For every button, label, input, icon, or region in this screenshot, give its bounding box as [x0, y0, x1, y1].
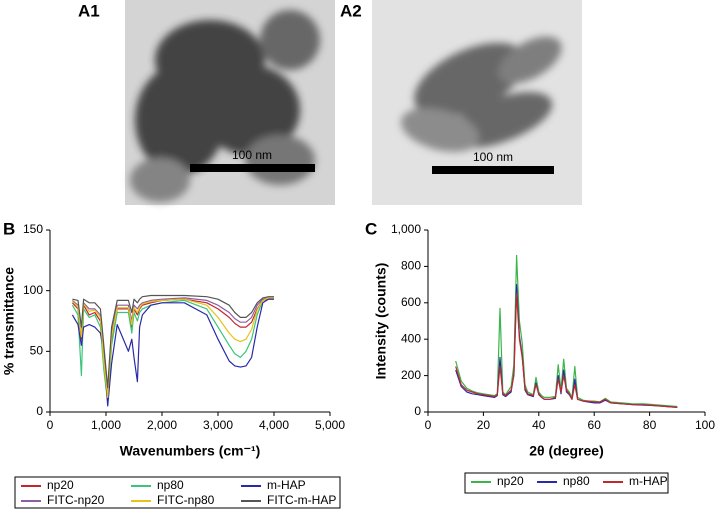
legend-label: FITC-m-HAP [267, 493, 336, 507]
data-line [71, 297, 274, 403]
y-tick-label: 50 [30, 344, 44, 358]
x-tick-label: 100 [695, 418, 715, 432]
data-line [72, 297, 274, 395]
y-axis-label: Intensity (counts) [373, 263, 389, 380]
legend-label: m-HAP [629, 474, 668, 488]
x-tick-label: 3,000 [203, 418, 233, 432]
scale-bar-label: 100 nm [232, 148, 272, 162]
image-label: A1 [78, 1, 100, 20]
x-tick-label: 80 [643, 418, 657, 432]
y-tick-label: 800 [401, 259, 421, 273]
scale-bar [190, 164, 315, 172]
legend-label: FITC-np20 [47, 493, 105, 507]
legend-label: np80 [563, 474, 590, 488]
y-tick-label: 0 [414, 404, 421, 418]
x-tick-label: 5,000 [315, 418, 345, 432]
panel-label: B [3, 219, 15, 238]
y-tick-label: 600 [401, 295, 421, 309]
panel-label: C [365, 219, 377, 238]
y-tick-label: 0 [36, 404, 43, 418]
x-tick-label: 20 [477, 418, 491, 432]
data-line [72, 294, 274, 389]
scale-bar [432, 166, 554, 174]
scale-bar-label: 100 nm [473, 150, 513, 164]
tem-image-a2 [372, 0, 582, 205]
x-tick-label: 40 [532, 418, 546, 432]
legend-label: np20 [497, 474, 524, 488]
x-tick-label: 1,000 [91, 418, 121, 432]
y-tick-label: 200 [401, 368, 421, 382]
x-axis-label: 2θ (degree) [529, 443, 603, 459]
legend-label: np20 [47, 478, 74, 492]
x-axis-label: Wavenumbers (cm⁻¹) [120, 443, 261, 459]
x-tick-label: 0 [47, 418, 54, 432]
y-tick-label: 150 [23, 222, 43, 236]
data-line [72, 297, 274, 398]
legend-label: np80 [157, 478, 184, 492]
x-tick-label: 60 [588, 418, 602, 432]
x-tick-label: 0 [425, 418, 432, 432]
image-label: A2 [340, 1, 362, 20]
legend-label: m-HAP [267, 478, 306, 492]
y-axis-label: % transmittance [1, 267, 17, 375]
y-tick-label: 1,000 [391, 222, 421, 236]
y-tick-label: 400 [401, 331, 421, 345]
legend-label: FITC-np80 [157, 493, 215, 507]
data-line [71, 298, 274, 407]
data-line [455, 254, 678, 408]
tem-image-a1 [125, 0, 335, 205]
legend-box [14, 476, 341, 509]
x-tick-label: 2,000 [147, 418, 177, 432]
data-line [455, 293, 678, 408]
x-tick-label: 4,000 [259, 418, 289, 432]
y-tick-label: 100 [23, 283, 43, 297]
legend-box [464, 472, 669, 494]
